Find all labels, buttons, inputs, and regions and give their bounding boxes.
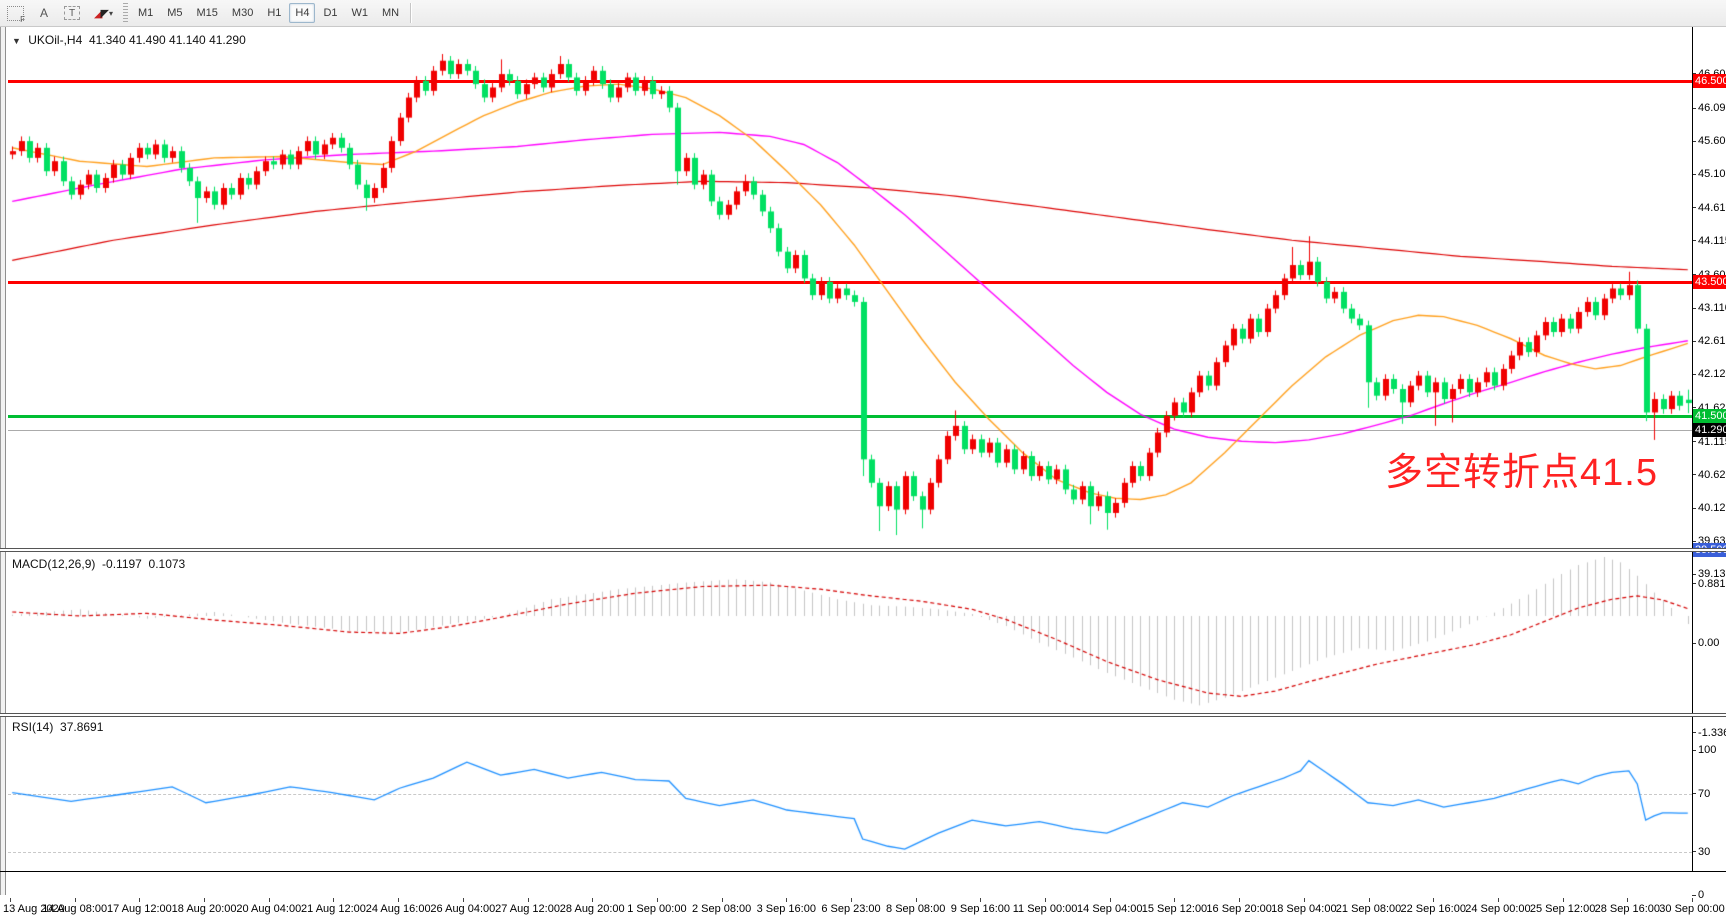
time-axis-tickmark [10, 898, 11, 902]
price-axis-tick: 39.135 [1692, 568, 1726, 580]
time-axis-tickmark [1174, 898, 1176, 902]
time-axis-tickmark [1109, 898, 1111, 902]
price-level-badge-46.500: 46.500 [1693, 74, 1726, 88]
price-chart-canvas[interactable] [0, 0, 1726, 895]
macd-axis-tick: 0.8812 [1692, 578, 1726, 590]
time-axis-label: 24 Aug 16:00 [365, 903, 431, 915]
pane-divider-rsi[interactable] [0, 713, 1726, 717]
time-axis-tickmark [851, 898, 852, 902]
time-axis-label: 20 Aug 04:00 [236, 903, 302, 915]
price-axis-tick: 44.115 [1692, 235, 1726, 247]
time-axis-label: 25 Sep 12:00 [1529, 903, 1596, 915]
time-axis-label: 9 Sep 16:00 [950, 903, 1011, 915]
time-axis-label: 14 Aug 08:00 [42, 903, 108, 915]
time-axis-tickmark [592, 898, 594, 902]
macd-axis-tick: 0.00 [1692, 637, 1719, 649]
time-axis-tickmark [721, 898, 723, 902]
chart-text-annotation[interactable]: 多空转折点41.5 [1385, 452, 1658, 494]
time-axis-label: 17 Aug 12:00 [106, 903, 172, 915]
time-axis-label: 11 Sep 00:00 [1012, 903, 1078, 915]
collapse-arrow-icon[interactable]: ▼ [12, 36, 21, 46]
time-axis-tickmark [527, 898, 529, 902]
time-axis-tickmark [1692, 898, 1693, 902]
time-axis-label: 21 Sep 08:00 [1335, 903, 1402, 915]
time-axis-tickmark [1239, 898, 1241, 902]
time-axis-tickmark [462, 898, 464, 902]
rsi-value: 37.8691 [60, 720, 104, 734]
symbol-period-label: UKOil-,H4 [28, 33, 83, 47]
rsi-axis-tick: 100 [1692, 744, 1716, 756]
time-axis-label: 26 Aug 04:00 [430, 903, 496, 915]
price-axis-tick: 40.125 [1692, 502, 1726, 514]
time-axis-tickmark [1303, 898, 1305, 902]
time-axis-label: 27 Aug 12:00 [495, 903, 560, 915]
time-axis-tickmark [1368, 898, 1370, 902]
time-axis-label: 21 Aug 12:00 [301, 903, 366, 915]
time-axis-line [0, 871, 1726, 872]
macd-axis-tick: -1.3368 [1692, 727, 1726, 739]
price-axis-tick: 46.095 [1692, 102, 1726, 114]
time-axis-label: 22 Sep 16:00 [1400, 903, 1466, 915]
time-axis-label: 28 Sep 16:00 [1594, 903, 1661, 915]
rsi-axis-tick: 30 [1692, 846, 1710, 858]
time-axis-label: 8 Sep 08:00 [886, 903, 946, 915]
time-axis-tickmark [74, 898, 76, 902]
rsi-name: RSI(14) [12, 720, 54, 734]
time-axis-tickmark [398, 898, 400, 902]
ohlc-values: 41.340 41.490 41.140 41.290 [88, 33, 246, 47]
price-axis-tick: 40.620 [1692, 469, 1726, 481]
time-axis-tickmark [915, 898, 917, 902]
time-axis-tickmark [980, 898, 982, 902]
pane-divider-macd[interactable] [0, 548, 1726, 552]
price-axis-line [1692, 27, 1693, 871]
price-level-badge-43.500: 43.500 [1693, 275, 1726, 289]
time-axis-label: 15 Sep 12:00 [1141, 903, 1208, 915]
time-axis-tickmark [139, 898, 141, 902]
price-axis-tick: 43.110 [1692, 302, 1726, 314]
time-axis-tickmark [1562, 898, 1564, 902]
time-axis-label: 6 Sep 23:00 [821, 903, 881, 915]
time-axis-label: 16 Sep 20:00 [1206, 903, 1272, 915]
chart-title: ▼ UKOil-,H4 41.340 41.490 41.140 41.290 [12, 33, 246, 47]
macd-main-value: -0.1197 [102, 557, 142, 571]
price-axis-tick: 42.120 [1692, 368, 1726, 380]
time-axis-label: 24 Sep 00:00 [1465, 903, 1531, 915]
time-axis-tickmark [333, 898, 335, 902]
time-axis-label: 18 Aug 20:00 [171, 903, 237, 915]
time-axis-tickmark [1497, 898, 1499, 902]
current-price-badge: 41.290 [1693, 423, 1726, 438]
time-axis-tickmark [1045, 898, 1047, 902]
macd-panel-label: MACD(12,26,9) -0.1197 0.1073 [12, 557, 185, 571]
price-axis-tick: 42.615 [1692, 335, 1726, 347]
time-axis-label: 18 Sep 04:00 [1271, 903, 1337, 915]
rsi-panel-label: RSI(14) 37.8691 [12, 720, 103, 734]
time-axis-tickmark [204, 898, 206, 902]
macd-name: MACD(12,26,9) [12, 557, 96, 571]
time-axis-tickmark [786, 898, 788, 902]
time-axis-label: 30 Sep 00:00 [1659, 903, 1725, 915]
time-axis-label: 3 Sep 16:00 [756, 903, 816, 915]
time-axis-label: 14 Sep 04:00 [1077, 903, 1143, 915]
rsi-axis-tick: 70 [1692, 788, 1710, 800]
time-axis-label: 2 Sep 08:00 [691, 903, 752, 915]
time-axis-tickmark [1627, 898, 1629, 902]
time-axis-tickmark [268, 898, 270, 902]
price-axis-tick: 41.115 [1692, 436, 1726, 448]
macd-signal-value: 0.1073 [148, 557, 186, 571]
time-axis-tickmark [656, 898, 658, 902]
price-level-badge-41.500: 41.500 [1693, 409, 1726, 423]
price-axis-tick: 44.610 [1692, 202, 1726, 214]
rsi-axis-tick: 0 [1692, 889, 1704, 901]
price-axis-tick: 45.600 [1692, 135, 1726, 147]
time-axis-tickmark [1433, 898, 1435, 902]
time-axis-label: 28 Aug 20:00 [559, 903, 625, 915]
price-axis-tick: 45.105 [1692, 168, 1726, 180]
time-axis-label: 1 Sep 00:00 [627, 903, 687, 915]
